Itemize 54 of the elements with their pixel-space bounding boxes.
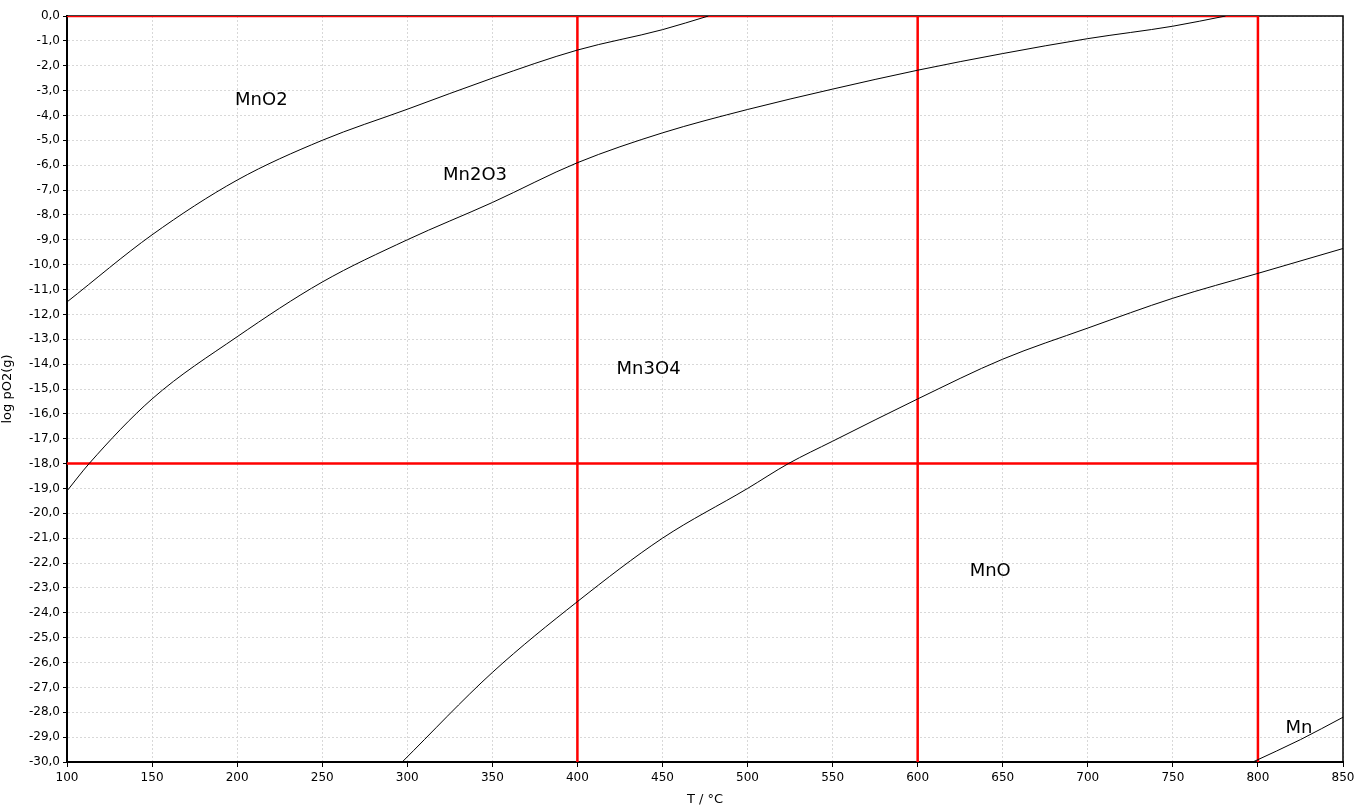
y-tick-label: -4,0 [36, 107, 60, 122]
x-tick-label: 450 [651, 770, 674, 785]
y-tick-label: -16,0 [28, 405, 60, 420]
y-tick-label: -12,0 [28, 306, 60, 321]
y-tick-label: -27,0 [28, 679, 60, 694]
x-tick-label: 600 [906, 770, 930, 785]
x-tick-label: 300 [395, 770, 419, 785]
y-tick-label: -21,0 [28, 530, 60, 545]
x-tick-label: 150 [140, 770, 164, 785]
y-tick-label: -19,0 [28, 480, 60, 495]
y-tick-label: -14,0 [28, 356, 60, 371]
annotation: Mn [1285, 716, 1313, 738]
y-tick-label: -2,0 [36, 57, 60, 72]
y-tick-label: -25,0 [28, 629, 60, 644]
y-tick-label: -15,0 [28, 381, 60, 396]
y-tick-label: -10,0 [28, 256, 60, 271]
annotation: Mn2O3 [443, 163, 508, 185]
x-axis-title: T / °C [685, 790, 724, 806]
y-tick-label: -22,0 [28, 555, 60, 570]
y-tick-label: -28,0 [28, 704, 60, 719]
x-tick-label: 700 [1076, 770, 1100, 785]
y-tick-label: -1,0 [36, 32, 60, 47]
x-tick-label: 100 [55, 770, 79, 785]
annotation: MnO2 [235, 87, 288, 109]
x-tick-label: 550 [821, 770, 845, 785]
annotation: Mn3O4 [616, 357, 681, 379]
x-tick-label: 650 [991, 770, 1015, 785]
y-tick-label: -5,0 [36, 132, 60, 147]
y-tick-label: -26,0 [28, 654, 60, 669]
y-tick-label: -24,0 [28, 604, 60, 619]
y-axis-title: log pO2(g) [0, 354, 15, 424]
y-tick-label: -7,0 [36, 182, 60, 197]
y-tick-label: -20,0 [28, 505, 60, 520]
y-tick-label: -11,0 [28, 281, 60, 296]
x-tick-label: 200 [225, 770, 249, 785]
x-tick-label: 850 [1331, 770, 1355, 785]
y-tick-label: -18,0 [28, 455, 60, 470]
x-tick-label: 250 [310, 770, 334, 785]
y-tick-label: -6,0 [36, 157, 60, 172]
y-tick-label: -23,0 [28, 580, 60, 595]
annotation: MnO [969, 559, 1011, 581]
x-tick-label: 350 [480, 770, 504, 785]
y-tick-label: 0,0 [40, 8, 60, 23]
x-tick-label: 400 [565, 770, 589, 785]
y-tick-label: -8,0 [36, 207, 60, 222]
x-tick-label: 800 [1246, 770, 1270, 785]
y-tick-label: -9,0 [36, 231, 60, 246]
x-tick-label: 750 [1161, 770, 1185, 785]
y-tick-label: -29,0 [28, 729, 60, 744]
y-tick-label: -30,0 [28, 754, 60, 769]
x-tick-label: 500 [736, 770, 759, 785]
y-tick-label: -3,0 [36, 82, 60, 97]
y-tick-label: -13,0 [28, 331, 60, 346]
y-tick-label: -17,0 [28, 430, 60, 445]
